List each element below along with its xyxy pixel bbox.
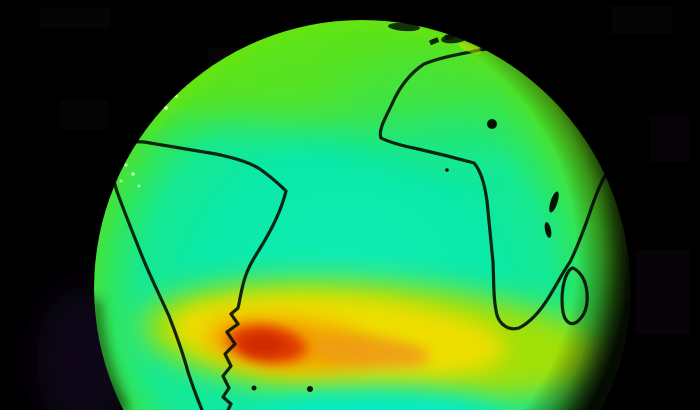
jpeg-artifact bbox=[650, 116, 690, 162]
jpeg-artifact bbox=[40, 8, 110, 28]
jpeg-artifact bbox=[60, 100, 108, 130]
jpeg-artifact bbox=[636, 250, 690, 334]
globe-edge-vignette bbox=[94, 20, 630, 410]
jpeg-artifact bbox=[612, 6, 672, 34]
